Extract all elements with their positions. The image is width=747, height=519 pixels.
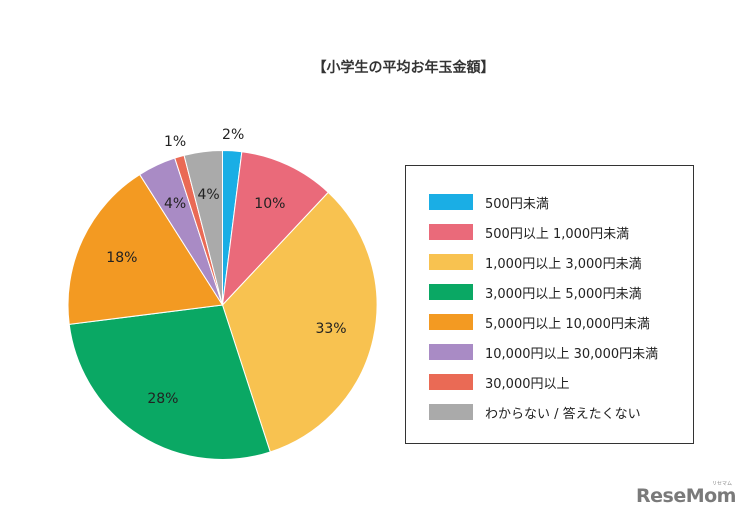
- legend-item: 500円未満: [429, 193, 549, 212]
- legend-swatch: [429, 284, 473, 300]
- legend-item: 30,000円以上: [429, 373, 570, 392]
- slice-percent-label: 4%: [197, 186, 220, 203]
- legend-swatch: [429, 404, 473, 420]
- slice-percent-label: 33%: [315, 321, 347, 338]
- legend-label: 1,000円以上 3,000円未満: [485, 256, 642, 272]
- legend-item: 3,000円以上 5,000円未満: [429, 283, 642, 302]
- pie-slice: [221, 191, 378, 453]
- pie-slice: [67, 173, 224, 325]
- slice-percent-label: 4%: [164, 196, 187, 213]
- slice-percent-label: 28%: [147, 390, 179, 407]
- legend-item: わからない / 答えたくない: [429, 403, 641, 422]
- slice-percent-label: 18%: [106, 249, 138, 266]
- legend-label: 30,000円以上: [485, 376, 570, 392]
- legend-swatch: [429, 344, 473, 360]
- legend-swatch: [429, 224, 473, 240]
- slice-percent-label: 10%: [254, 196, 286, 213]
- legend-label: 3,000円以上 5,000円未満: [485, 286, 642, 302]
- pie-slice: [221, 151, 329, 307]
- legend-item: 5,000円以上 10,000円未満: [429, 313, 650, 332]
- legend-swatch: [429, 194, 473, 210]
- resemom-logo-kana: リセマム: [712, 481, 733, 487]
- legend-label: 5,000円以上 10,000円未満: [485, 316, 650, 332]
- legend-label: 500円以上 1,000円未満: [485, 226, 630, 242]
- legend-label: 10,000円以上 30,000円未満: [485, 346, 659, 362]
- legend-swatch: [429, 254, 473, 270]
- legend-label: 500円未満: [485, 196, 549, 212]
- legend-item: 1,000円以上 3,000円未満: [429, 253, 642, 272]
- pie-slice: [183, 149, 223, 306]
- legend-swatch: [429, 374, 473, 390]
- slice-percent-label: 1%: [163, 133, 187, 150]
- resemom-logo: ReseMom: [636, 485, 736, 507]
- legend: 500円未満 500円以上 1,000円未満 1,000円以上 3,000円未満…: [405, 165, 694, 444]
- legend-swatch: [429, 314, 473, 330]
- chart-title: 【小学生の平均お年玉金額】: [312, 60, 495, 76]
- legend-item: 500円以上 1,000円未満: [429, 223, 630, 242]
- pie-slice: [68, 304, 271, 460]
- legend-label: わからない / 答えたくない: [485, 406, 641, 422]
- legend-item: 10,000円以上 30,000円未満: [429, 343, 659, 362]
- slice-percent-label: 2%: [222, 127, 245, 144]
